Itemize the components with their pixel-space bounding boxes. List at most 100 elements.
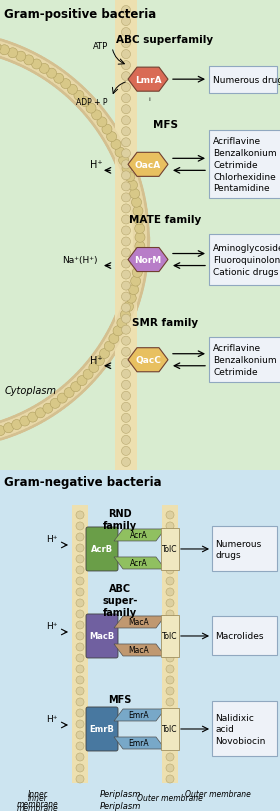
Circle shape <box>39 64 49 75</box>
FancyBboxPatch shape <box>209 67 276 93</box>
FancyBboxPatch shape <box>86 614 118 659</box>
Text: Periplasm: Periplasm <box>99 789 141 798</box>
Circle shape <box>83 370 93 380</box>
Circle shape <box>122 249 130 258</box>
Text: EmrA: EmrA <box>129 739 149 748</box>
Text: i: i <box>148 97 150 102</box>
Circle shape <box>76 687 84 695</box>
Circle shape <box>122 127 130 136</box>
Text: MFS: MFS <box>108 694 132 704</box>
Text: AcrA: AcrA <box>130 559 148 568</box>
Circle shape <box>20 417 30 427</box>
Circle shape <box>46 69 57 79</box>
Circle shape <box>166 621 174 629</box>
Bar <box>162 505 178 783</box>
Text: H⁺: H⁺ <box>46 714 58 723</box>
Circle shape <box>135 233 145 243</box>
Text: Gram-positive bacteria: Gram-positive bacteria <box>4 8 156 21</box>
Circle shape <box>122 227 130 236</box>
Polygon shape <box>128 153 168 177</box>
Circle shape <box>126 294 136 304</box>
Circle shape <box>119 156 129 166</box>
Circle shape <box>122 348 130 357</box>
Circle shape <box>113 326 123 337</box>
Text: RND
family: RND family <box>103 508 137 530</box>
Circle shape <box>24 56 34 66</box>
Circle shape <box>122 84 130 92</box>
Circle shape <box>122 436 130 445</box>
Circle shape <box>76 566 84 574</box>
FancyBboxPatch shape <box>161 528 179 570</box>
Circle shape <box>8 49 18 58</box>
Polygon shape <box>114 709 165 721</box>
Circle shape <box>122 358 130 368</box>
Circle shape <box>166 665 174 673</box>
Circle shape <box>166 720 174 728</box>
Circle shape <box>76 775 84 783</box>
Text: TolC: TolC <box>162 545 178 554</box>
Circle shape <box>102 125 112 135</box>
Text: TolC: TolC <box>162 632 178 641</box>
Circle shape <box>107 132 117 143</box>
Circle shape <box>122 260 130 268</box>
Circle shape <box>61 79 71 89</box>
Bar <box>72 505 88 783</box>
Circle shape <box>76 676 84 684</box>
Circle shape <box>80 97 90 107</box>
Circle shape <box>76 599 84 607</box>
Circle shape <box>166 633 174 640</box>
Circle shape <box>122 194 130 203</box>
Circle shape <box>64 388 74 398</box>
Text: Gram-negative bacteria: Gram-negative bacteria <box>4 475 162 488</box>
Circle shape <box>122 172 130 181</box>
Polygon shape <box>114 616 165 629</box>
Text: Numerous
drugs: Numerous drugs <box>215 539 261 560</box>
Circle shape <box>166 698 174 706</box>
Circle shape <box>76 753 84 761</box>
Circle shape <box>122 72 130 82</box>
Circle shape <box>122 293 130 302</box>
Text: Outer membrane: Outer membrane <box>137 793 203 802</box>
Circle shape <box>131 277 141 287</box>
Circle shape <box>4 423 13 433</box>
Circle shape <box>122 182 130 191</box>
Text: Acriflavine
Benzalkonium
Cetrimide: Acriflavine Benzalkonium Cetrimide <box>213 344 277 376</box>
Circle shape <box>122 381 130 390</box>
FancyBboxPatch shape <box>161 616 179 657</box>
Circle shape <box>77 376 87 386</box>
Circle shape <box>122 6 130 15</box>
Circle shape <box>122 105 130 114</box>
Text: MacA: MacA <box>129 618 149 627</box>
Circle shape <box>76 742 84 750</box>
Circle shape <box>122 62 130 71</box>
Circle shape <box>76 654 84 662</box>
Circle shape <box>122 304 130 313</box>
Text: MATE family: MATE family <box>129 215 201 225</box>
Circle shape <box>122 414 130 423</box>
Circle shape <box>35 408 45 418</box>
Circle shape <box>67 85 78 95</box>
Circle shape <box>122 326 130 335</box>
Circle shape <box>166 556 174 564</box>
Circle shape <box>132 198 141 208</box>
Circle shape <box>122 271 130 280</box>
FancyBboxPatch shape <box>211 616 276 655</box>
Circle shape <box>166 588 174 596</box>
FancyBboxPatch shape <box>211 527 276 572</box>
Bar <box>115 0 137 470</box>
Circle shape <box>166 511 174 519</box>
Circle shape <box>134 260 144 269</box>
Circle shape <box>122 370 130 379</box>
Text: Macrolides: Macrolides <box>215 632 263 641</box>
Text: Aminoglycosides
Fluoroquinolones
Cationic drugs: Aminoglycosides Fluoroquinolones Cationi… <box>213 244 280 277</box>
Circle shape <box>89 363 99 373</box>
Circle shape <box>76 621 84 629</box>
Circle shape <box>166 544 174 552</box>
Text: EmrA: EmrA <box>129 710 149 719</box>
Circle shape <box>132 268 142 278</box>
Circle shape <box>133 207 143 217</box>
Circle shape <box>122 392 130 401</box>
Polygon shape <box>114 644 165 656</box>
Circle shape <box>122 403 130 412</box>
Circle shape <box>166 731 174 739</box>
